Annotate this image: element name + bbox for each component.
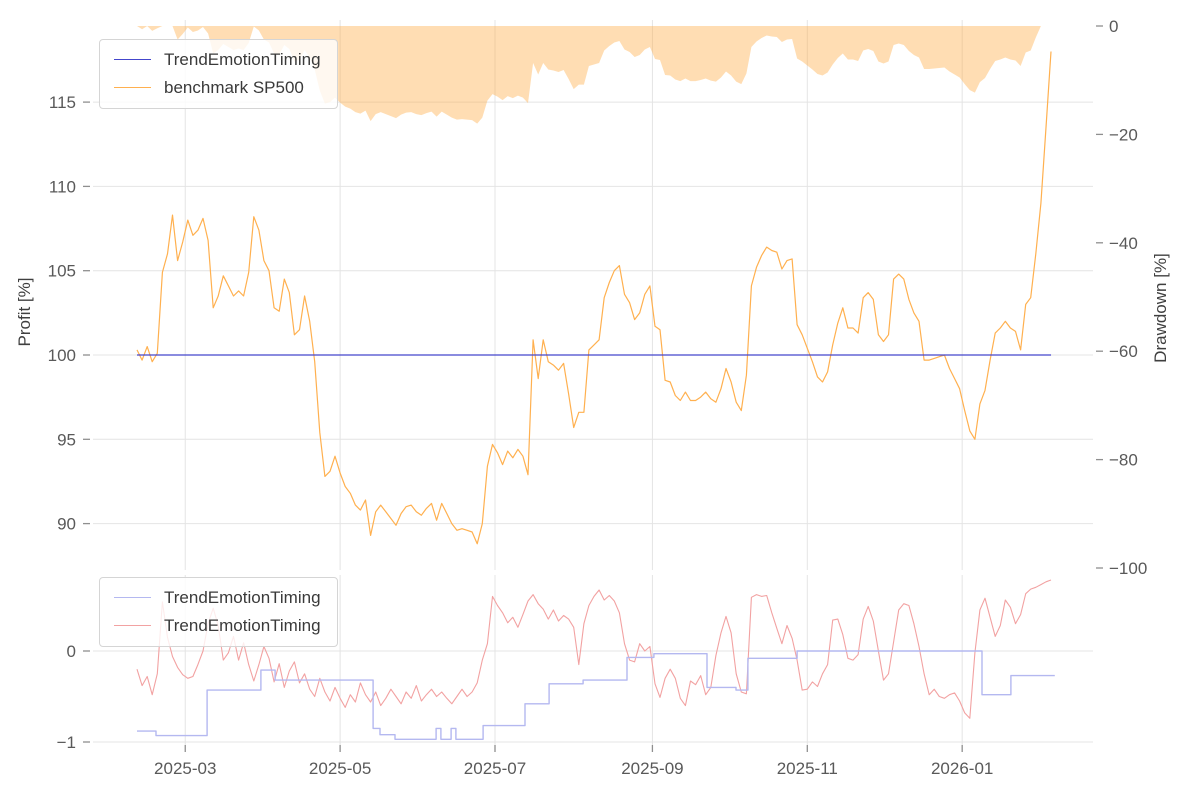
left-tick-label: 90 [57, 515, 76, 534]
left-tick-label: 95 [57, 430, 76, 449]
signal-line-swatch [114, 625, 151, 627]
position-line [137, 650, 1055, 740]
x-tick-label: 2025-11 [777, 759, 838, 778]
position-tick-label: 0 [67, 642, 76, 661]
left-tick-label: 110 [49, 177, 76, 196]
right-tick-label: −100 [1109, 559, 1147, 578]
drawdown-fill [137, 26, 1051, 124]
position-chart-legend: TrendEmotionTiming TrendEmotionTiming [99, 577, 338, 647]
position-line-swatch [114, 597, 151, 599]
right-tick-label: −80 [1109, 451, 1138, 470]
benchmark-line [136, 51, 1052, 545]
x-tick-label: 2025-09 [621, 759, 683, 778]
x-tick-label: 2025-03 [154, 759, 216, 778]
right-tick-label: 0 [1109, 17, 1118, 36]
right-tick-label: −20 [1109, 125, 1138, 144]
left-tick-label: 105 [48, 262, 76, 281]
right-tick-label: −60 [1109, 342, 1138, 361]
strategy-line-swatch [114, 59, 151, 61]
x-tick-label: 2025-05 [309, 759, 371, 778]
benchmark-line-swatch [114, 87, 151, 89]
legend-entry-position: TrendEmotionTiming [114, 587, 321, 608]
left-axis-title: Profit [%] [15, 278, 34, 347]
legend-label-benchmark: benchmark SP500 [164, 78, 304, 98]
x-tick-label: 2026-01 [931, 759, 993, 778]
legend-entry-benchmark: benchmark SP500 [114, 77, 321, 98]
legend-label-strategy: TrendEmotionTiming [164, 50, 321, 69]
right-axis-title: Drawdown [%] [1151, 253, 1170, 363]
left-tick-label: 115 [49, 93, 76, 112]
signal-line [136, 579, 1052, 719]
legend-entry-signal: TrendEmotionTiming [114, 615, 321, 636]
right-tick-label: −40 [1109, 234, 1138, 253]
x-tick-label: 2025-07 [464, 759, 526, 778]
left-tick-label: 100 [48, 346, 76, 365]
legend-label-position: TrendEmotionTiming [164, 588, 321, 607]
legend-entry-strategy: TrendEmotionTiming [114, 49, 321, 70]
legend-label-signal: TrendEmotionTiming [164, 616, 321, 636]
position-tick-label: −1 [57, 733, 76, 752]
main-chart-legend: TrendEmotionTiming benchmark SP500 [99, 39, 338, 109]
